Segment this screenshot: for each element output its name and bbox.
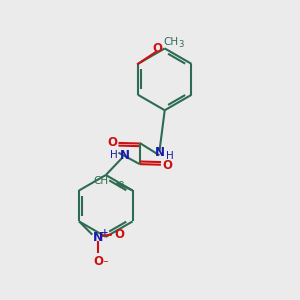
Text: +: +	[101, 228, 109, 237]
Text: 3: 3	[178, 40, 183, 49]
Text: CH: CH	[93, 176, 108, 186]
Text: O: O	[162, 159, 172, 172]
Text: H: H	[166, 152, 174, 161]
Text: N: N	[155, 146, 165, 159]
Text: O: O	[107, 136, 117, 149]
Text: O: O	[152, 42, 162, 55]
Text: N: N	[119, 148, 129, 161]
Text: O: O	[93, 255, 103, 268]
Text: ⁻: ⁻	[103, 259, 109, 269]
Text: 3: 3	[119, 181, 124, 190]
Text: H: H	[110, 150, 118, 160]
Text: O: O	[115, 228, 125, 241]
Text: CH: CH	[164, 37, 178, 47]
Text: N: N	[93, 231, 104, 244]
